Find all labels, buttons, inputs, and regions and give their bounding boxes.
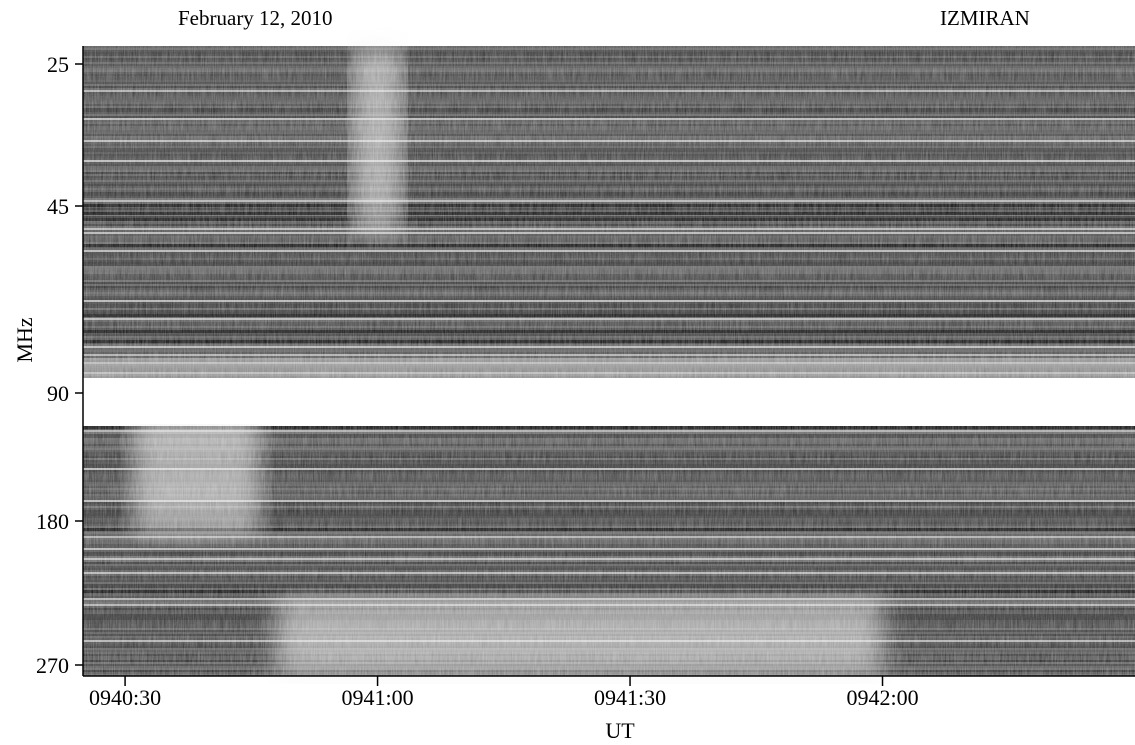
date-label: February 12, 2010 (178, 6, 333, 30)
y-tick-label-90: 90 (47, 381, 69, 406)
y-tick-label-25: 25 (47, 52, 69, 77)
x-tick-label-3: 0942:00 (846, 685, 918, 710)
y-tick-label-270: 270 (36, 653, 69, 678)
y-axis-title: MHz (12, 317, 37, 362)
x-tick-label-2: 0941:30 (594, 685, 666, 710)
texture-speckle (83, 46, 1135, 676)
x-tick-label-0: 0940:30 (89, 685, 161, 710)
y-tick-label-180: 180 (36, 509, 69, 534)
observatory-label: IZMIRAN (940, 6, 1030, 30)
y-tick-label-45: 45 (47, 194, 69, 219)
x-axis-title: UT (605, 718, 635, 743)
chart-axes: 25 45 90 180 270 0940:30 0941:00 0941:30 0942:00 (36, 46, 1135, 710)
x-tick-label-1: 0941:00 (341, 685, 413, 710)
spectrogram-image (83, 46, 1135, 676)
